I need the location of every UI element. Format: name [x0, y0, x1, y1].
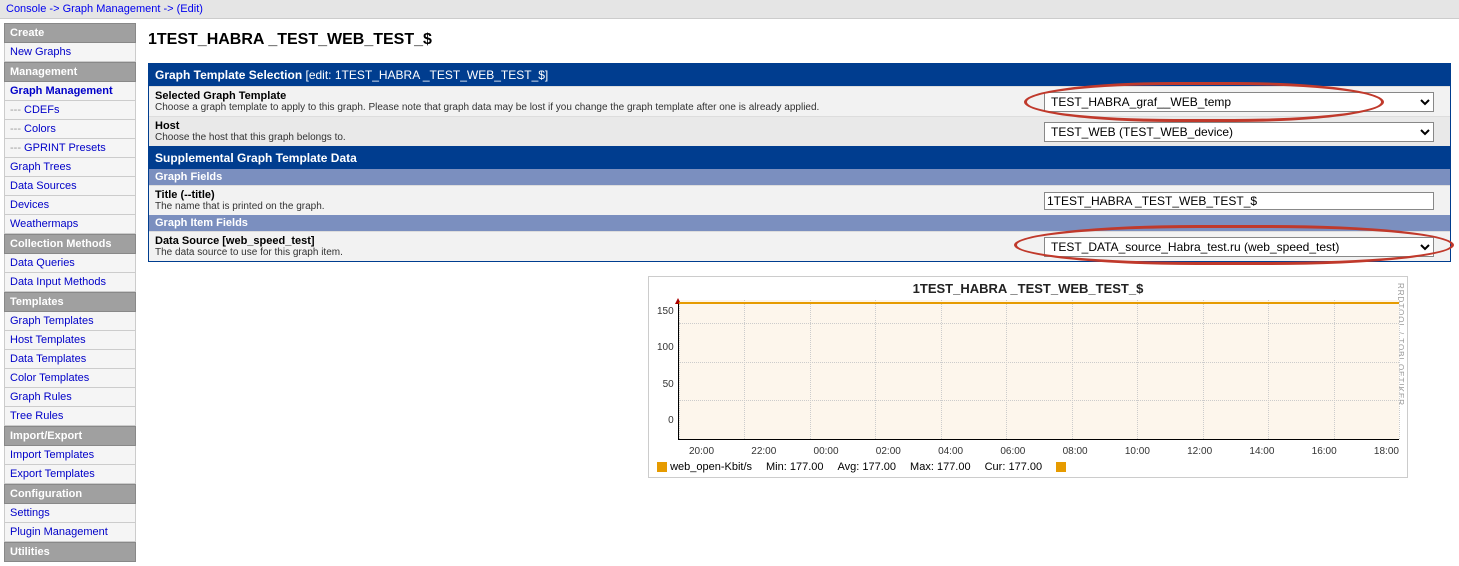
sidebar-head: Collection Methods — [4, 234, 136, 254]
crumb-gm[interactable]: Graph Management — [63, 3, 161, 15]
select-host[interactable]: TEST_WEB (TEST_WEB_device) — [1044, 122, 1434, 142]
label-title: Title (--title) — [155, 189, 1044, 201]
sidebar-head: Templates — [4, 292, 136, 312]
desc-selected-template: Choose a graph template to apply to this… — [155, 102, 1044, 113]
sidebar-item[interactable]: Colors — [4, 120, 136, 139]
sidebar-item[interactable]: Graph Trees — [4, 158, 136, 177]
sidebar-item[interactable]: CDEFs — [4, 101, 136, 120]
sidebar-head: Import/Export — [4, 426, 136, 446]
swatch-icon — [657, 462, 667, 472]
sidebar-item[interactable]: Import Templates — [4, 446, 136, 465]
input-title[interactable] — [1044, 192, 1434, 210]
sidebar-item[interactable]: Graph Templates — [4, 312, 136, 331]
select-graph-template[interactable]: TEST_HABRA_graf__WEB_temp — [1044, 92, 1434, 112]
y-axis: 150100500 — [657, 300, 678, 440]
sidebar-item[interactable]: Export Templates — [4, 465, 136, 484]
panel-supplemental: Supplemental Graph Template Data Graph F… — [148, 147, 1451, 262]
sidebar: CreateNew GraphsManagementGraph Manageme… — [0, 19, 140, 566]
x-axis: 20:0022:0000:0002:0004:0006:0008:0010:00… — [649, 444, 1407, 457]
legend: web_open-Kbit/s Min: 177.00 Avg: 177.00 … — [649, 457, 1407, 477]
sidebar-head: Configuration — [4, 484, 136, 504]
graph-preview: RRDTOOL / TOBI OETIKER 1TEST_HABRA _TEST… — [648, 276, 1408, 478]
breadcrumb: Console -> Graph Management -> (Edit) — [0, 0, 1459, 19]
sidebar-item[interactable]: Tree Rules — [4, 407, 136, 426]
sidebar-item[interactable]: Data Queries — [4, 254, 136, 273]
subhead-graph-fields: Graph Fields — [149, 169, 1450, 185]
main: 1TEST_HABRA _TEST_WEB_TEST_$ Graph Templ… — [140, 19, 1459, 566]
subhead-item-fields: Graph Item Fields — [149, 215, 1450, 231]
select-datasource[interactable]: TEST_DATA_source_Habra_test.ru (web_spee… — [1044, 237, 1434, 257]
label-datasource: Data Source [web_speed_test] — [155, 235, 1044, 247]
sidebar-item[interactable]: Color Templates — [4, 369, 136, 388]
panel-head-supp: Supplemental Graph Template Data — [149, 147, 1450, 169]
desc-host: Choose the host that this graph belongs … — [155, 132, 1044, 143]
crumb-edit: (Edit) — [177, 3, 203, 15]
sidebar-item[interactable]: Data Templates — [4, 350, 136, 369]
panel-graph-template-selection: Graph Template Selection [edit: 1TEST_HA… — [148, 63, 1451, 147]
sidebar-item[interactable]: Devices — [4, 196, 136, 215]
label-selected-template: Selected Graph Template — [155, 90, 1044, 102]
sidebar-head: Create — [4, 23, 136, 43]
desc-datasource: The data source to use for this graph it… — [155, 247, 1044, 258]
sidebar-head: Utilities — [4, 542, 136, 562]
graph-title: 1TEST_HABRA _TEST_WEB_TEST_$ — [649, 277, 1407, 300]
sidebar-item[interactable]: New Graphs — [4, 43, 136, 62]
sidebar-item[interactable]: Graph Management — [4, 82, 136, 101]
crumb-console[interactable]: Console — [6, 3, 46, 15]
label-host: Host — [155, 120, 1044, 132]
desc-title: The name that is printed on the graph. — [155, 201, 1044, 212]
sidebar-head: Management — [4, 62, 136, 82]
page-title: 1TEST_HABRA _TEST_WEB_TEST_$ — [148, 25, 1451, 63]
plot-area — [678, 300, 1399, 440]
sidebar-item[interactable]: Settings — [4, 504, 136, 523]
swatch-icon — [1056, 462, 1066, 472]
sidebar-item[interactable]: Host Templates — [4, 331, 136, 350]
sidebar-item[interactable]: GPRINT Presets — [4, 139, 136, 158]
panel-head: Graph Template Selection [edit: 1TEST_HA… — [149, 64, 1450, 86]
sidebar-item[interactable]: Graph Rules — [4, 388, 136, 407]
sidebar-item[interactable]: Data Input Methods — [4, 273, 136, 292]
sidebar-item[interactable]: Data Sources — [4, 177, 136, 196]
sidebar-item[interactable]: Weathermaps — [4, 215, 136, 234]
